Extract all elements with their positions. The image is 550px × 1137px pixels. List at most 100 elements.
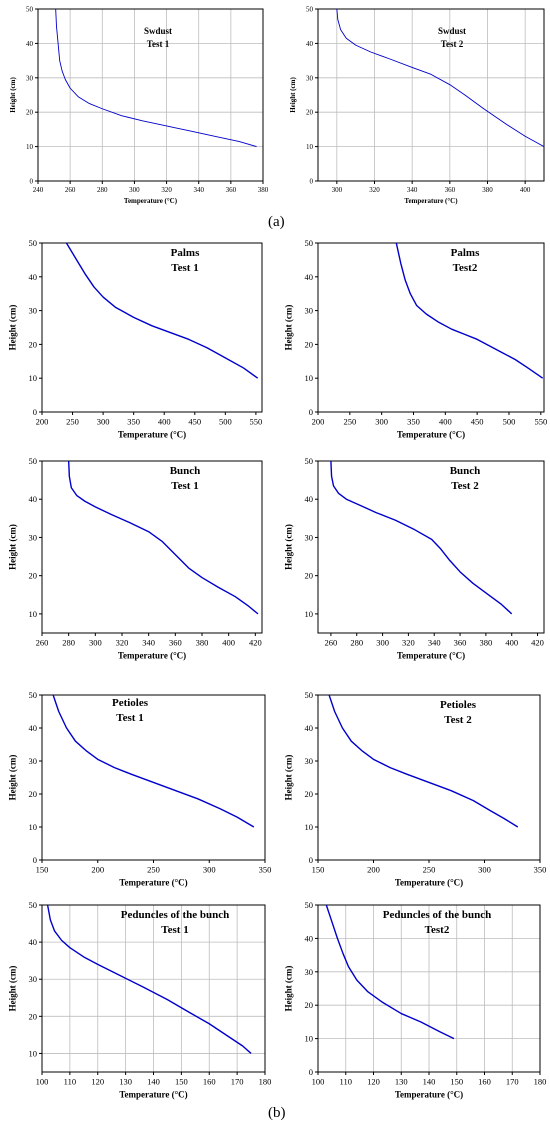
y-axis-label: Height (cm) [289, 77, 297, 113]
y-axis-label: Height (cm) [8, 755, 18, 801]
y-tick-label: 10 [305, 1034, 314, 1044]
series-line [65, 243, 259, 379]
x-tick-label: 300 [129, 186, 140, 194]
y-tick-label: 20 [29, 1011, 38, 1021]
x-tick-label: 100 [312, 1077, 325, 1087]
chart-title-line: Test 1 [147, 39, 170, 49]
x-tick-label: 420 [531, 638, 544, 648]
x-tick-label: 380 [480, 638, 493, 648]
x-tick-label: 300 [376, 638, 389, 648]
x-tick-label: 300 [203, 865, 216, 875]
x-tick-label: 260 [65, 186, 76, 194]
plot-frame [317, 242, 545, 413]
chart-title-line: Palms [451, 247, 480, 259]
x-tick-label: 250 [147, 865, 160, 875]
x-tick-label: 280 [62, 638, 75, 648]
chart-3: 200 250 300 350 400 450 500 550 0 10 20 30 40 50 Tempe… [8, 238, 263, 440]
y-tick-label: 10 [29, 373, 38, 383]
x-tick-label: 110 [340, 1077, 352, 1087]
x-axis-label: Temperature (°C) [397, 651, 465, 661]
x-tick-label: 300 [89, 638, 102, 648]
y-tick-label: 30 [305, 306, 314, 316]
series-line [395, 243, 544, 379]
chart-title-line: Petioles [440, 699, 477, 711]
y-tick-label: 10 [26, 143, 34, 151]
y-tick-label: 10 [305, 822, 314, 832]
y-tick-label: 40 [305, 272, 314, 282]
y-axis-label: Height (cm) [284, 305, 294, 351]
chart-10: 100 110 120 130 140 150 160 170 180 0 10 20 30 40 50 Te… [284, 900, 547, 1100]
y-tick-label: 20 [29, 571, 38, 581]
x-tick-label: 380 [258, 186, 269, 194]
x-tick-label: 360 [454, 638, 467, 648]
x-tick-label: 170 [231, 1077, 244, 1087]
chart-1: 240 260 280 300 320 340 360 380 0 10 20 30 40 50 Tempe… [9, 5, 269, 205]
y-tick-label: 0 [33, 855, 37, 865]
x-tick-label: 360 [226, 186, 237, 194]
y-axis-label: Height (cm) [284, 755, 294, 801]
x-tick-label: 500 [503, 417, 516, 427]
y-tick-label: 20 [29, 339, 38, 349]
x-tick-label: 400 [222, 638, 235, 648]
plot-frame [37, 8, 264, 182]
x-tick-label: 250 [66, 417, 79, 427]
y-tick-label: 0 [310, 177, 314, 185]
x-axis-label: Temperature (°C) [119, 878, 187, 888]
y-tick-label: 0 [309, 407, 313, 417]
x-tick-label: 300 [332, 186, 343, 194]
x-tick-label: 360 [169, 638, 182, 648]
x-tick-label: 400 [439, 417, 452, 427]
y-tick-label: 0 [309, 1067, 313, 1077]
x-tick-label: 400 [158, 417, 171, 427]
plot-frame [41, 460, 263, 634]
chart-title-line: Test 1 [116, 712, 143, 724]
x-axis-label: Temperature (°C) [119, 1090, 187, 1100]
x-tick-label: 130 [119, 1077, 132, 1087]
x-tick-label: 140 [423, 1077, 436, 1087]
x-axis-label: Temperature (°C) [118, 651, 186, 661]
y-tick-label: 40 [29, 494, 38, 504]
x-tick-label: 450 [188, 417, 201, 427]
y-tick-label: 10 [29, 1048, 38, 1058]
y-tick-label: 20 [305, 571, 314, 581]
x-tick-label: 400 [520, 186, 531, 194]
y-tick-label: 40 [29, 723, 38, 733]
chart-title-line: Test2 [453, 262, 478, 274]
y-tick-label: 20 [305, 339, 314, 349]
chart-title-line: Test 2 [444, 714, 472, 726]
y-tick-label: 50 [305, 238, 314, 248]
chart-title-line: Test2 [425, 924, 450, 936]
x-tick-label: 120 [367, 1077, 380, 1087]
chart-8: 150 200 250 300 350 0 10 20 30 40 50 Temperature (°… [284, 690, 547, 888]
x-axis-label: Temperature (°C) [404, 197, 458, 205]
x-axis-label: Temperature (°C) [395, 878, 463, 888]
y-tick-label: 50 [29, 456, 38, 466]
x-tick-label: 160 [203, 1077, 216, 1087]
x-tick-label: 350 [534, 865, 547, 875]
chart-title-line: Swdust [144, 26, 172, 36]
x-tick-label: 180 [534, 1077, 547, 1087]
y-axis-label: Height (cm) [284, 524, 294, 570]
series-line [52, 695, 255, 828]
y-tick-label: 0 [30, 177, 34, 185]
y-tick-label: 50 [306, 5, 314, 13]
x-tick-label: 150 [175, 1077, 188, 1087]
x-tick-label: 380 [196, 638, 209, 648]
y-tick-label: 40 [29, 937, 38, 947]
x-tick-label: 200 [367, 865, 380, 875]
chart-title-line: Swdust [438, 26, 466, 36]
x-axis-label: Temperature (°C) [395, 1090, 463, 1100]
x-axis-label: Temperature (°C) [118, 430, 186, 440]
chart-title-line: Palms [171, 247, 200, 259]
y-tick-label: 40 [306, 40, 314, 48]
chart-title-line: Test 1 [171, 480, 198, 492]
plot-frame [317, 694, 541, 861]
y-tick-label: 40 [29, 272, 38, 282]
y-tick-label: 50 [29, 690, 38, 700]
series-line [67, 461, 259, 615]
x-tick-label: 150 [312, 865, 325, 875]
x-tick-label: 200 [36, 417, 49, 427]
x-tick-label: 340 [407, 186, 418, 194]
y-tick-label: 50 [29, 900, 38, 910]
